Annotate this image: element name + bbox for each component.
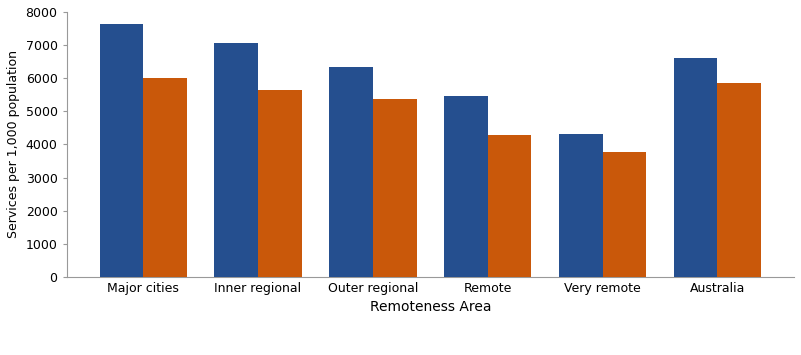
Bar (215, 43, 258, 277)
Bar (718, 83, 761, 277)
Bar (488, 135, 531, 277)
Bar (99, 23, 143, 277)
X-axis label: Remoteness Area: Remoteness Area (369, 300, 491, 314)
Bar (602, 152, 646, 277)
Bar (143, 78, 187, 277)
Bar (329, 67, 373, 277)
Bar (674, 58, 718, 277)
Bar (559, 135, 602, 277)
Bar (373, 99, 417, 277)
Y-axis label: Services per 1,000 population: Services per 1,000 population (7, 50, 20, 239)
Bar (258, 90, 302, 277)
Bar (444, 97, 488, 277)
